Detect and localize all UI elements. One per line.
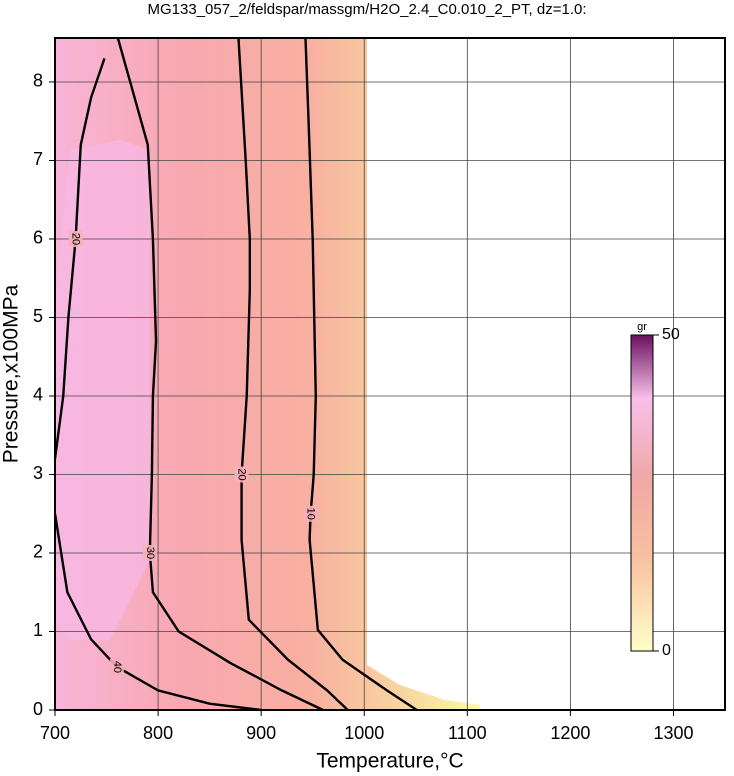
colorbar-label: gr <box>637 321 647 333</box>
x-tick-label: 1200 <box>550 723 590 743</box>
plot-area: 10 20 30 20 40 <box>53 37 725 712</box>
frame <box>54 37 726 711</box>
contour-label: 40 <box>111 661 123 673</box>
contour-label: 20 <box>70 233 82 245</box>
contour-label-bg <box>234 466 249 483</box>
contour-line <box>116 37 324 712</box>
y-tick-label: 3 <box>33 463 43 483</box>
y-tick-label: 7 <box>33 149 43 169</box>
contour-label-bg <box>68 230 83 247</box>
x-tick-label: 1300 <box>653 723 693 743</box>
y-tick-label: 1 <box>33 620 43 640</box>
contour-label: 30 <box>144 547 156 559</box>
filled-field-high <box>55 140 150 640</box>
y-tick-label: 0 <box>33 699 43 719</box>
filled-field <box>55 38 480 710</box>
x-axis-label: Temperature,°C <box>316 750 463 773</box>
colorbar-tick-label: 50 <box>662 326 680 343</box>
contour-label-bg <box>109 658 124 675</box>
contour-label: 20 <box>236 468 248 480</box>
colorbar <box>630 334 654 652</box>
y-tick-label: 6 <box>33 228 43 248</box>
x-tick-label: 900 <box>246 723 276 743</box>
y-tick-label: 4 <box>33 385 43 405</box>
x-tick-label: 1000 <box>344 723 384 743</box>
y-tick-label: 5 <box>33 306 43 326</box>
contour-label-bg <box>303 505 318 522</box>
y-axis-label: Pressure,x100MPa <box>0 284 23 463</box>
colorbar-tick-label: 0 <box>662 642 671 659</box>
x-tick-label: 800 <box>143 723 173 743</box>
contour-label: 10 <box>305 508 317 520</box>
x-tick-label: 1100 <box>448 723 487 743</box>
y-tick-label: 8 <box>33 71 43 91</box>
chart-title: MG133_057_2/feldspar/massgm/H2O_2.4_C0.0… <box>147 1 586 18</box>
contour-label-bg <box>142 544 157 561</box>
x-tick-label: 700 <box>40 723 70 743</box>
y-tick-label: 2 <box>33 542 43 562</box>
